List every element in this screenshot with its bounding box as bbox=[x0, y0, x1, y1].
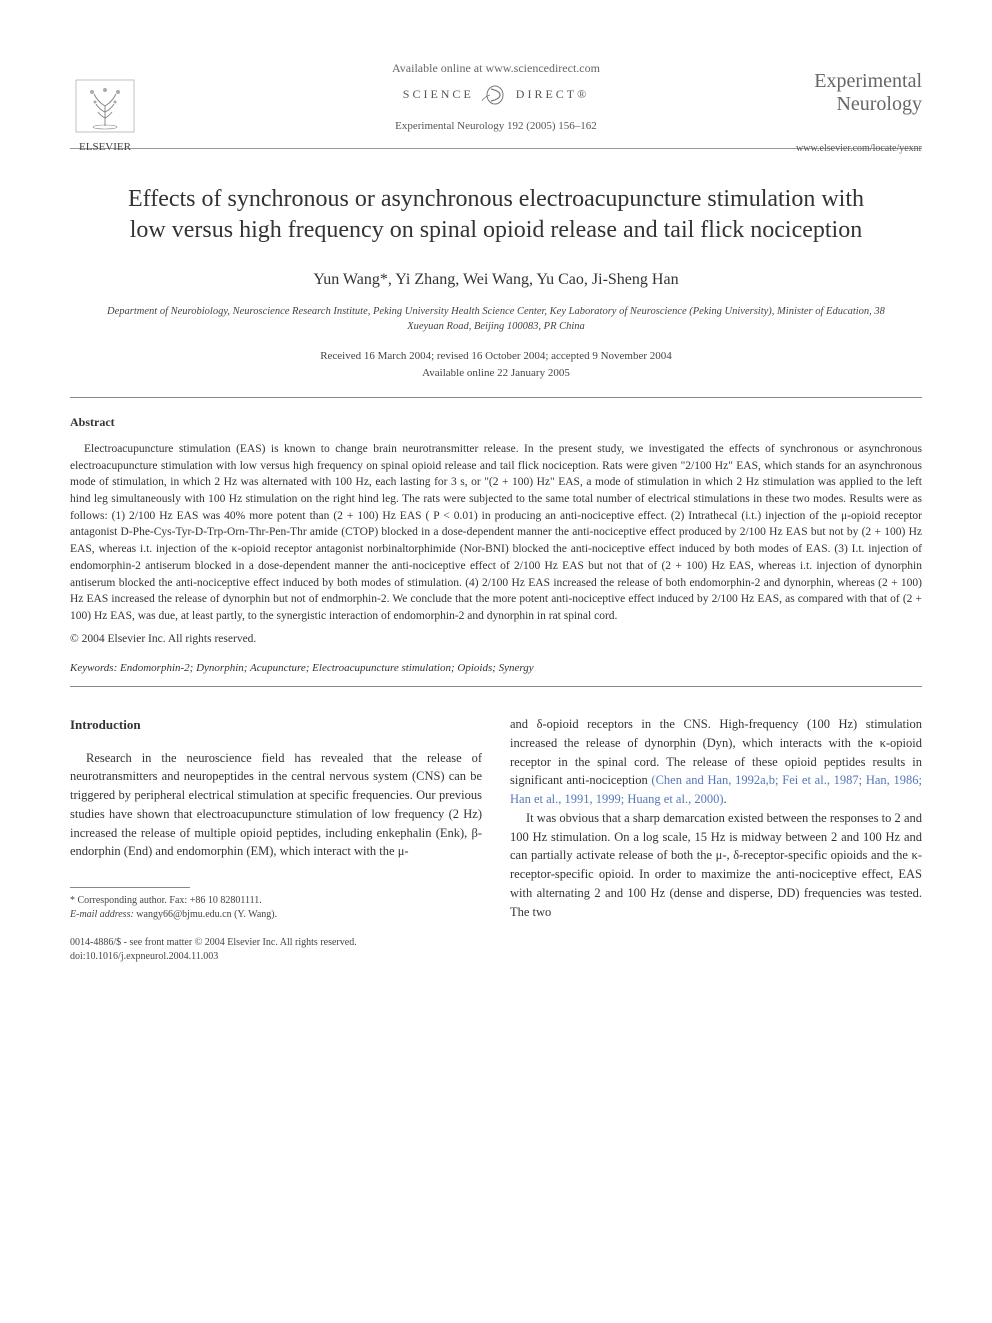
dates-received: Received 16 March 2004; revised 16 Octob… bbox=[70, 348, 922, 365]
right-para1-end: . bbox=[724, 792, 727, 806]
dates-online: Available online 22 January 2005 bbox=[70, 365, 922, 382]
corresponding-author-note: * Corresponding author. Fax: +86 10 8280… bbox=[70, 894, 482, 908]
author-list: Yun Wang*, Yi Zhang, Wei Wang, Yu Cao, J… bbox=[70, 269, 922, 291]
affiliation: Department of Neurobiology, Neuroscience… bbox=[90, 305, 902, 334]
keywords-list: Endomorphin-2; Dynorphin; Acupuncture; E… bbox=[120, 662, 534, 674]
abstract-top-rule bbox=[70, 397, 922, 398]
front-matter-line: 0014-4886/$ - see front matter © 2004 El… bbox=[70, 936, 482, 950]
intro-para-right-1: and δ-opioid receptors in the CNS. High-… bbox=[510, 715, 922, 809]
introduction-heading: Introduction bbox=[70, 715, 482, 735]
sciencedirect-logo: SCIENCE DIRECT® bbox=[70, 85, 922, 105]
intro-para-right-2: It was obvious that a sharp demarcation … bbox=[510, 809, 922, 922]
sciencedirect-text-1: SCIENCE bbox=[403, 87, 474, 101]
article-dates: Received 16 March 2004; revised 16 Octob… bbox=[70, 348, 922, 381]
sciencedirect-d-icon bbox=[480, 85, 510, 105]
doi-block: 0014-4886/$ - see front matter © 2004 El… bbox=[70, 936, 482, 964]
journal-block: Experimental Neurology www.elsevier.com/… bbox=[796, 70, 922, 156]
page-container: ELSEVIER Experimental Neurology www.else… bbox=[0, 0, 992, 1004]
doi-line: doi:10.1016/j.expneurol.2004.11.003 bbox=[70, 950, 482, 964]
journal-name-line1: Experimental bbox=[796, 70, 922, 93]
abstract-bottom-rule bbox=[70, 686, 922, 687]
abstract-heading: Abstract bbox=[70, 414, 922, 431]
publisher-name: ELSEVIER bbox=[70, 140, 140, 155]
available-online-text: Available online at www.sciencedirect.co… bbox=[70, 60, 922, 77]
keywords-label: Keywords: bbox=[70, 662, 117, 674]
keywords-line: Keywords: Endomorphin-2; Dynorphin; Acup… bbox=[70, 661, 922, 676]
journal-url: www.elsevier.com/locate/yexnr bbox=[796, 142, 922, 156]
journal-name-line2: Neurology bbox=[796, 93, 922, 116]
sciencedirect-text-2: DIRECT® bbox=[516, 87, 589, 101]
abstract-body: Electroacupuncture stimulation (EAS) is … bbox=[70, 441, 922, 624]
right-column: and δ-opioid receptors in the CNS. High-… bbox=[510, 715, 922, 964]
body-two-column: Introduction Research in the neuroscienc… bbox=[70, 715, 922, 964]
article-title: Effects of synchronous or asynchronous e… bbox=[110, 184, 882, 246]
email-footnote: E-mail address: wangy66@bjmu.edu.cn (Y. … bbox=[70, 908, 482, 922]
footnote-divider bbox=[70, 887, 190, 888]
abstract-copyright: © 2004 Elsevier Inc. All rights reserved… bbox=[70, 631, 922, 647]
intro-para-left: Research in the neuroscience field has r… bbox=[70, 749, 482, 862]
elsevier-tree-icon bbox=[70, 78, 140, 136]
email-address: wangy66@bjmu.edu.cn (Y. Wang). bbox=[136, 909, 277, 920]
publisher-logo: ELSEVIER bbox=[70, 78, 140, 155]
citation-line: Experimental Neurology 192 (2005) 156–16… bbox=[70, 119, 922, 134]
left-column: Introduction Research in the neuroscienc… bbox=[70, 715, 482, 964]
email-label: E-mail address: bbox=[70, 909, 134, 920]
header-divider bbox=[70, 148, 922, 149]
header: ELSEVIER Experimental Neurology www.else… bbox=[70, 60, 922, 149]
